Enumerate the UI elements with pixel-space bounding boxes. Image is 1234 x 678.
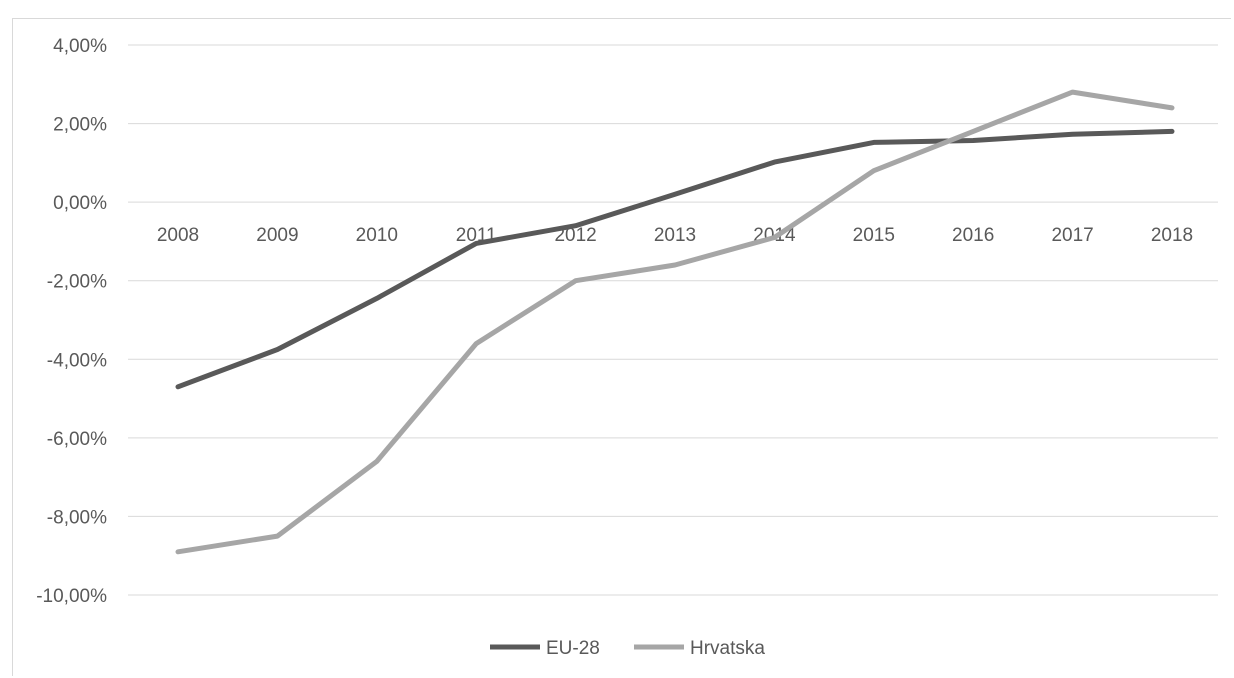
y-axis-tick-labels: 4,00% 2,00% 0,00% -2,00% -4,00% -6,00% -8,00% -… xyxy=(36,36,107,607)
gridlines xyxy=(128,44,1218,596)
legend-label-eu-28: EU-28 xyxy=(546,638,600,659)
x-tick-label: 2009 xyxy=(256,225,298,246)
chart-frame xyxy=(12,18,1231,676)
x-tick-label: 2010 xyxy=(356,225,398,246)
y-tick-label: 4,00% xyxy=(53,36,107,57)
legend-label-hrvatska: Hrvatska xyxy=(690,638,765,659)
x-tick-label: 2013 xyxy=(654,225,696,246)
series-lines xyxy=(175,89,1175,555)
y-tick-label: -4,00% xyxy=(47,350,107,371)
y-tick-label: -10,00% xyxy=(36,586,107,607)
x-tick-label: 2012 xyxy=(554,225,596,246)
y-tick-label: -8,00% xyxy=(47,507,107,528)
x-tick-label: 2017 xyxy=(1051,225,1093,246)
x-tick-label: 2016 xyxy=(952,225,994,246)
y-tick-label: -2,00% xyxy=(47,272,107,293)
y-tick-label: 0,00% xyxy=(53,193,107,214)
x-tick-label: 2008 xyxy=(157,225,199,246)
legend: EU-28 Hrvatska xyxy=(490,638,765,659)
y-tick-label: -6,00% xyxy=(47,429,107,450)
series-line-hrvatska xyxy=(175,89,1175,555)
x-tick-label: 2018 xyxy=(1151,225,1193,246)
x-axis-tick-labels: 2008 2009 2010 2011 2012 2013 2014 2015 2016 2017… xyxy=(157,225,1193,246)
y-tick-label: 2,00% xyxy=(53,115,107,136)
x-tick-label: 2015 xyxy=(853,225,895,246)
series-line-eu-28 xyxy=(175,128,1175,390)
